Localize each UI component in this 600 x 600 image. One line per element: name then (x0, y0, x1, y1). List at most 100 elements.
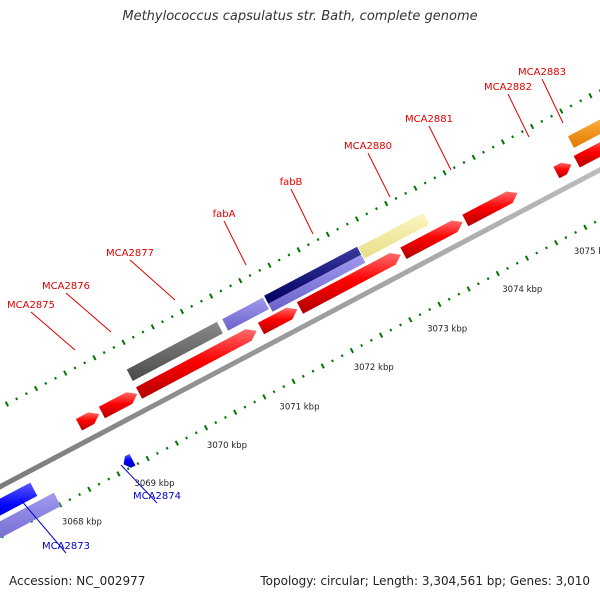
reverse-cds-block[interactable] (0, 492, 61, 553)
gene-label[interactable]: MCA2877 (106, 248, 154, 259)
tick-mark (515, 261, 519, 265)
leader-line (428, 125, 452, 171)
tick-mark (224, 415, 227, 419)
tick-mark (564, 236, 568, 240)
tick-mark (73, 366, 77, 370)
tick-mark (83, 361, 87, 365)
tick-mark (229, 284, 233, 288)
tick-mark (203, 424, 209, 431)
tick-mark (155, 451, 159, 455)
gene-label[interactable]: MCA2883 (518, 67, 566, 78)
tick-mark (452, 166, 456, 170)
forward-cds-arrow[interactable] (136, 329, 257, 399)
tick-mark (253, 400, 257, 404)
tick-mark (54, 376, 57, 380)
tick-mark (413, 185, 418, 191)
tick-mark (238, 277, 243, 284)
tick-mark (482, 150, 485, 154)
gene-label[interactable]: MCA2880 (344, 141, 392, 152)
tick-mark (311, 369, 315, 373)
gene-label[interactable]: MCA2874 (133, 491, 181, 502)
gene-block[interactable] (264, 246, 362, 304)
tick-mark (214, 421, 218, 425)
tick-mark (559, 108, 564, 114)
scale-label: 3070 kbp (207, 441, 247, 451)
tick-mark (165, 446, 169, 450)
tick-mark (78, 492, 82, 497)
forward-cds-arrow[interactable] (75, 412, 100, 431)
reverse-cds-block[interactable] (0, 482, 38, 535)
tick-mark (408, 317, 413, 323)
gene-label[interactable]: MCA2875 (7, 300, 55, 311)
tick-mark (544, 246, 548, 250)
tick-mark (511, 135, 515, 139)
outer-tick-ring (4, 89, 600, 407)
tick-mark (24, 392, 28, 396)
forward-cds-arrow[interactable] (462, 191, 518, 227)
gene-block[interactable] (567, 117, 600, 148)
gene-label[interactable]: MCA2882 (484, 82, 532, 93)
tick-mark (145, 455, 150, 462)
tick-mark (33, 385, 39, 392)
tick-mark (150, 324, 155, 330)
gene-block[interactable] (126, 321, 223, 381)
tick-mark (15, 397, 19, 401)
gene-block[interactable] (358, 213, 429, 259)
forward-cds-arrow[interactable] (296, 253, 401, 314)
tick-mark (389, 328, 393, 332)
tick-mark (491, 145, 495, 149)
leader-line (367, 152, 391, 198)
gene-block[interactable] (268, 254, 366, 312)
tick-mark (569, 104, 573, 108)
tick-mark (506, 266, 509, 270)
forward-cds-arrow[interactable] (400, 220, 463, 260)
scale-label: 3074 kbp (502, 285, 542, 295)
tick-mark (68, 498, 72, 502)
gene-label[interactable]: fabA (213, 209, 236, 220)
tick-mark (287, 253, 291, 257)
accession-text: Accession: NC_002977 (9, 574, 146, 588)
tick-mark (219, 289, 223, 293)
gene-label[interactable]: MCA2876 (42, 281, 90, 292)
tick-mark (500, 139, 506, 145)
gene-label[interactable]: fabB (280, 177, 303, 188)
scale-label: 3072 kbp (354, 363, 394, 373)
tick-mark (354, 216, 360, 222)
tick-mark (190, 304, 194, 308)
tick-mark (574, 230, 578, 234)
reverse-cds-arrow[interactable] (123, 454, 136, 468)
tick-mark (161, 320, 164, 324)
gene-label[interactable]: MCA2881 (405, 114, 453, 125)
summary-text: Topology: circular; Length: 3,304,561 bp… (260, 574, 590, 588)
tick-mark (174, 440, 179, 446)
leader-line (223, 220, 247, 266)
leader-line (65, 292, 112, 333)
tick-mark (466, 286, 471, 292)
tick-mark (418, 313, 422, 317)
forward-cds-arrow[interactable] (98, 392, 138, 419)
tick-mark (394, 196, 398, 200)
tick-mark (291, 378, 296, 385)
inner-tick-ring (0, 220, 597, 539)
tick-mark (92, 354, 97, 361)
forward-cds-arrow[interactable] (573, 139, 600, 168)
tick-mark (360, 343, 364, 348)
tick-mark (340, 354, 344, 358)
tick-mark (462, 160, 466, 164)
forward-cds-arrow[interactable] (258, 307, 298, 335)
leader-line (19, 498, 67, 554)
leader-line (129, 259, 176, 301)
forward-cds-arrow[interactable] (553, 162, 572, 179)
tick-mark (399, 323, 402, 327)
tick-mark (442, 169, 447, 176)
tick-mark (331, 359, 334, 363)
gene-block[interactable] (222, 297, 269, 331)
tick-mark (267, 262, 272, 268)
tick-mark (4, 401, 9, 407)
tick-mark (209, 293, 214, 299)
tick-mark (112, 345, 116, 349)
scale-label: 3069 kbp (134, 479, 174, 489)
tick-mark (579, 99, 583, 103)
tick-mark (301, 374, 305, 378)
gene-label[interactable]: MCA2873 (42, 541, 90, 552)
